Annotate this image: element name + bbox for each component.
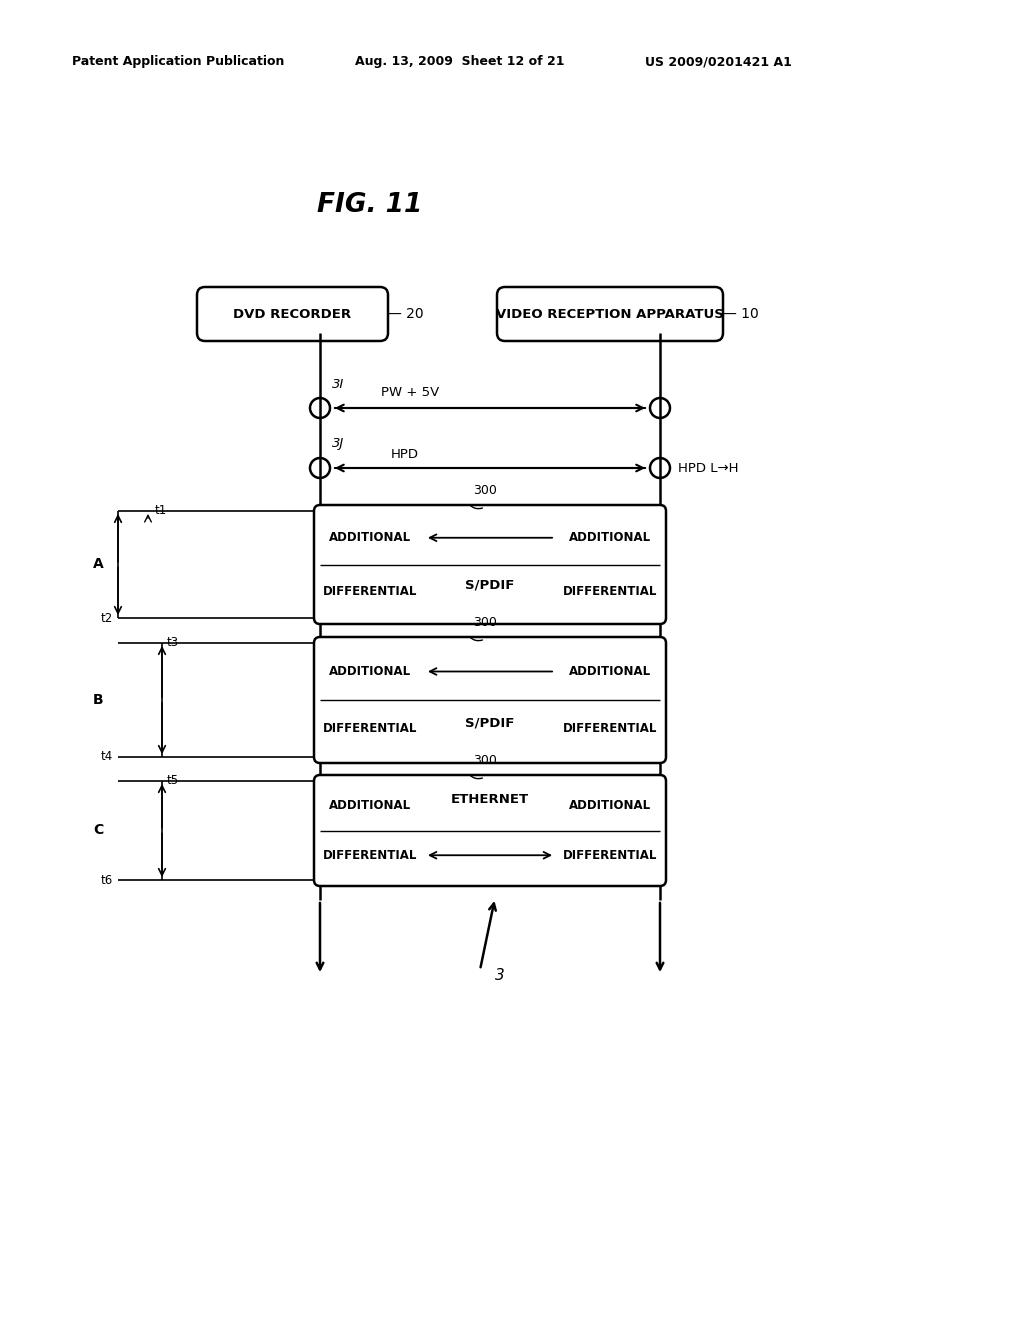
Text: 3J: 3J — [332, 437, 344, 450]
Text: 300: 300 — [473, 484, 497, 498]
FancyBboxPatch shape — [497, 286, 723, 341]
Text: t6: t6 — [100, 874, 113, 887]
FancyBboxPatch shape — [314, 775, 666, 886]
Text: t4: t4 — [100, 751, 113, 763]
Text: ADDITIONAL: ADDITIONAL — [569, 531, 651, 544]
Text: DIFFERENTIAL: DIFFERENTIAL — [323, 585, 417, 598]
Text: DVD RECORDER: DVD RECORDER — [233, 308, 351, 321]
Text: t5: t5 — [167, 775, 179, 788]
Text: B: B — [93, 693, 103, 708]
Text: — 20: — 20 — [388, 308, 424, 321]
Text: ADDITIONAL: ADDITIONAL — [329, 531, 411, 544]
FancyBboxPatch shape — [314, 506, 666, 624]
Text: t3: t3 — [167, 636, 179, 649]
Text: t1: t1 — [155, 504, 167, 517]
Text: ADDITIONAL: ADDITIONAL — [329, 665, 411, 678]
Text: US 2009/0201421 A1: US 2009/0201421 A1 — [645, 55, 792, 69]
Text: ETHERNET: ETHERNET — [451, 793, 529, 807]
Text: — 10: — 10 — [723, 308, 759, 321]
Text: S/PDIF: S/PDIF — [465, 578, 515, 591]
Text: Aug. 13, 2009  Sheet 12 of 21: Aug. 13, 2009 Sheet 12 of 21 — [355, 55, 564, 69]
Text: HPD L→H: HPD L→H — [678, 462, 738, 474]
Text: ADDITIONAL: ADDITIONAL — [329, 799, 411, 812]
Text: 300: 300 — [473, 616, 497, 630]
Text: DIFFERENTIAL: DIFFERENTIAL — [323, 849, 417, 862]
Text: DIFFERENTIAL: DIFFERENTIAL — [563, 722, 657, 735]
Text: FIG. 11: FIG. 11 — [317, 191, 423, 218]
Text: S/PDIF: S/PDIF — [465, 715, 515, 729]
Text: VIDEO RECEPTION APPARATUS: VIDEO RECEPTION APPARATUS — [496, 308, 724, 321]
Text: ADDITIONAL: ADDITIONAL — [569, 799, 651, 812]
FancyBboxPatch shape — [197, 286, 388, 341]
Text: A: A — [92, 557, 103, 572]
Text: Patent Application Publication: Patent Application Publication — [72, 55, 285, 69]
Text: 3I: 3I — [332, 378, 344, 391]
FancyBboxPatch shape — [314, 638, 666, 763]
Text: HPD: HPD — [391, 447, 419, 461]
Text: PW + 5V: PW + 5V — [381, 385, 439, 399]
Text: t2: t2 — [100, 611, 113, 624]
Text: 300: 300 — [473, 755, 497, 767]
Text: C: C — [93, 824, 103, 837]
Text: 3: 3 — [496, 968, 505, 982]
Text: DIFFERENTIAL: DIFFERENTIAL — [563, 585, 657, 598]
Text: ADDITIONAL: ADDITIONAL — [569, 665, 651, 678]
Text: DIFFERENTIAL: DIFFERENTIAL — [323, 722, 417, 735]
Text: DIFFERENTIAL: DIFFERENTIAL — [563, 849, 657, 862]
